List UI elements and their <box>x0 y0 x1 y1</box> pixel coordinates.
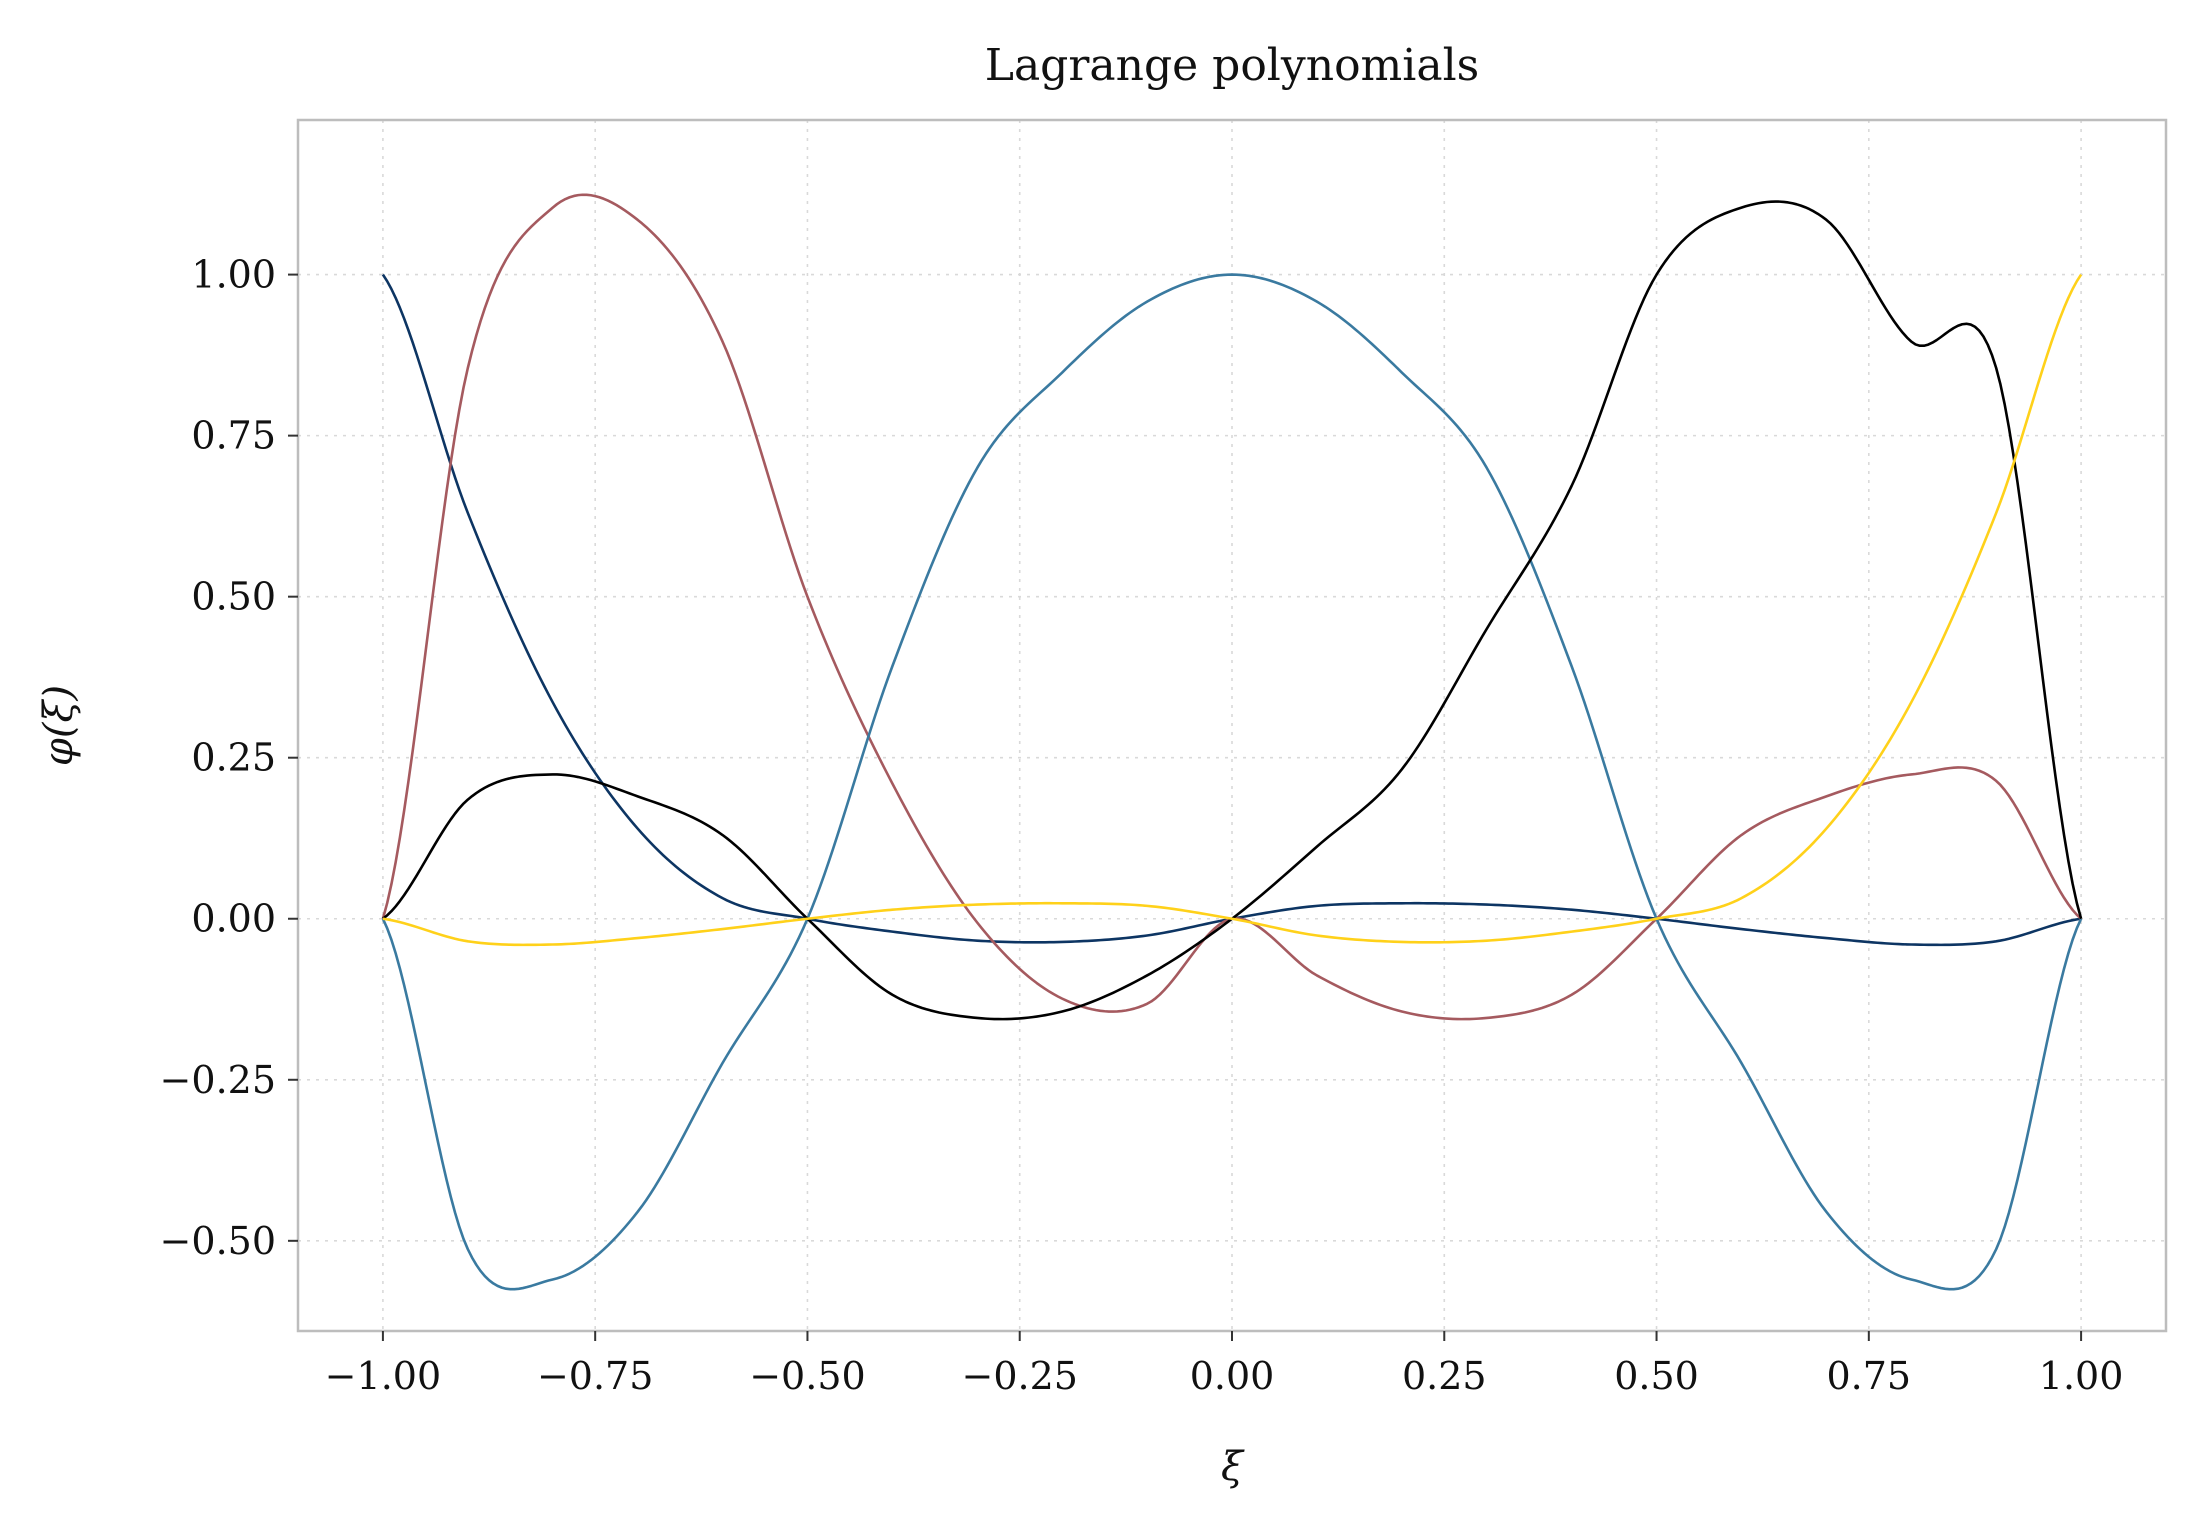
x-tick-label: −0.50 <box>749 1354 865 1398</box>
y-axis-label: φ(ξ) <box>36 685 82 766</box>
series-lines <box>381 193 2083 1291</box>
x-axis-ticks: −1.00 −0.75 −0.50 −0.25 0.00 0.25 0.50 0.75 1.00 <box>325 1331 2124 1398</box>
grid <box>298 120 2166 1331</box>
x-tick-label: 0.50 <box>1614 1354 1699 1398</box>
x-tick-label: −1.00 <box>325 1354 441 1398</box>
y-tick-label: 0.50 <box>191 575 276 619</box>
y-tick-label: 0.25 <box>191 736 276 780</box>
series-line-1 <box>381 273 2082 947</box>
x-tick-label: 1.00 <box>2039 1354 2124 1398</box>
y-tick-label: 1.00 <box>191 253 276 297</box>
y-tick-label: 0.00 <box>191 897 276 941</box>
y-tick-label: −0.50 <box>160 1219 276 1263</box>
x-tick-label: −0.75 <box>537 1354 653 1398</box>
y-axis-ticks: −0.50 −0.25 0.00 0.25 0.50 0.75 1.00 <box>160 253 298 1263</box>
x-tick-label: −0.25 <box>962 1354 1078 1398</box>
x-tick-label: 0.00 <box>1190 1354 1275 1398</box>
series-line-3 <box>381 273 2083 1291</box>
y-tick-label: −0.25 <box>160 1058 276 1102</box>
y-tick-label: 0.75 <box>191 414 276 458</box>
chart-title: Lagrange polynomials <box>985 40 1480 91</box>
x-tick-label: 0.75 <box>1827 1354 1912 1398</box>
x-tick-label: 0.25 <box>1402 1354 1487 1398</box>
x-axis-label: ξ <box>1221 1444 1245 1490</box>
series-line-5 <box>382 273 2083 947</box>
